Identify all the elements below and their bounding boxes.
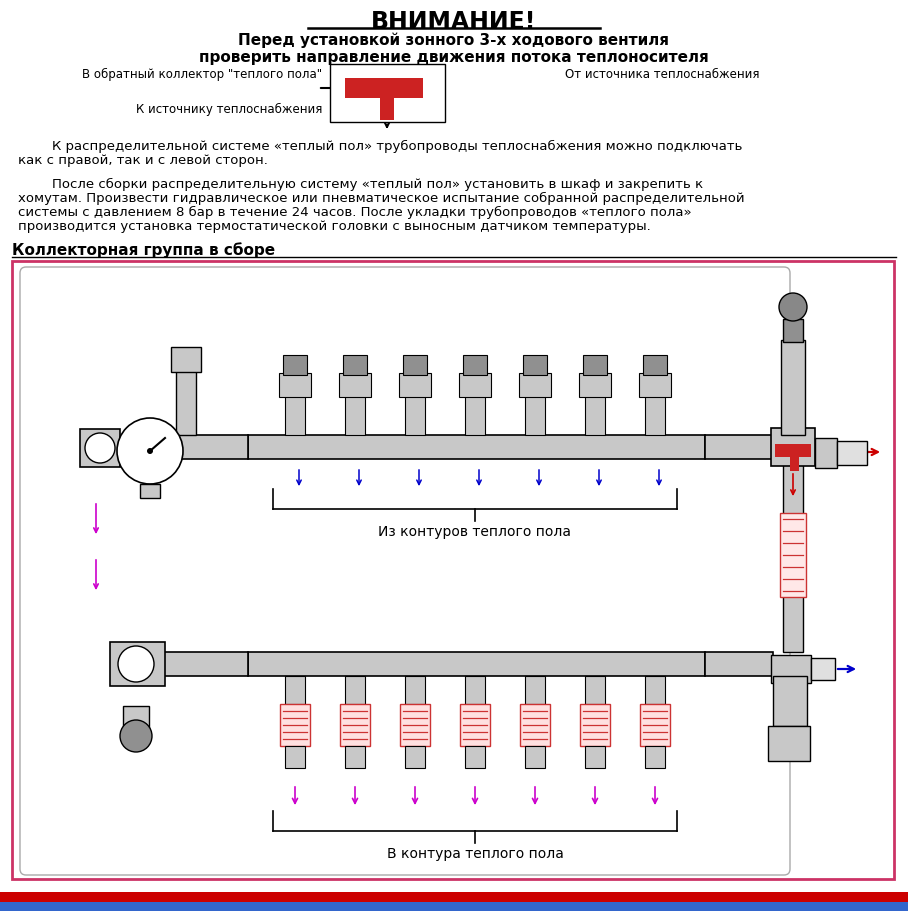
Text: хомутам. Произвести гидравлическое или пневматическое испытание собранной распре: хомутам. Произвести гидравлическое или п… — [18, 192, 745, 205]
Bar — [380, 99, 394, 121]
Bar — [345, 746, 365, 768]
Bar — [771, 655, 811, 683]
Bar — [645, 676, 665, 704]
Bar — [585, 395, 605, 435]
Bar — [525, 746, 545, 768]
Bar — [80, 429, 120, 467]
Text: Коллекторная группа в сборе: Коллекторная группа в сборе — [12, 241, 275, 258]
Bar — [140, 485, 160, 498]
Circle shape — [147, 448, 153, 455]
Text: ВНИМАНИЕ!: ВНИМАНИЕ! — [371, 10, 537, 34]
Bar — [459, 374, 491, 397]
Bar — [123, 706, 149, 732]
Bar — [283, 355, 307, 375]
Bar — [163, 652, 248, 676]
Bar — [400, 704, 430, 746]
Text: К распределительной системе «теплый пол» трубопроводы теплоснабжения можно подкл: К распределительной системе «теплый пол»… — [18, 140, 743, 153]
Circle shape — [120, 721, 152, 752]
Bar — [640, 704, 670, 746]
Bar — [343, 355, 367, 375]
Bar — [781, 341, 805, 435]
Bar — [519, 374, 551, 397]
Bar — [780, 514, 806, 598]
Text: Из контуров теплого пола: Из контуров теплого пола — [379, 525, 571, 538]
Bar — [585, 676, 605, 704]
FancyBboxPatch shape — [20, 268, 790, 875]
Bar — [645, 395, 665, 435]
Bar — [705, 652, 773, 676]
Bar — [405, 746, 425, 768]
Bar — [118, 439, 165, 457]
Bar — [171, 348, 201, 373]
Bar — [12, 261, 894, 879]
Bar — [330, 65, 445, 123]
Bar — [790, 457, 799, 472]
Bar — [280, 704, 310, 746]
Text: как с правой, так и с левой сторон.: как с правой, так и с левой сторон. — [18, 154, 268, 167]
Bar — [645, 746, 665, 768]
Bar — [705, 435, 773, 459]
Bar — [768, 726, 810, 762]
Text: производится установка термостатической головки с выносным датчиком температуры.: производится установка термостатической … — [18, 220, 651, 232]
Bar — [163, 435, 248, 459]
Bar — [525, 676, 545, 704]
Bar — [345, 676, 365, 704]
Bar — [811, 659, 835, 681]
Bar — [465, 395, 485, 435]
Circle shape — [779, 293, 807, 322]
Bar — [771, 428, 815, 466]
Bar — [580, 704, 610, 746]
Text: В контура теплого пола: В контура теплого пола — [387, 846, 564, 860]
Bar — [520, 704, 550, 746]
Bar — [815, 438, 837, 468]
Text: проверить направление движения потока теплоносителя: проверить направление движения потока те… — [199, 50, 709, 65]
Bar — [405, 676, 425, 704]
Bar — [340, 704, 370, 746]
Bar — [523, 355, 547, 375]
Bar — [465, 746, 485, 768]
Bar — [345, 79, 423, 99]
Text: системы с давлением 8 бар в течение 24 часов. После укладки трубопроводов «тепло: системы с давлением 8 бар в течение 24 ч… — [18, 206, 692, 219]
Bar — [773, 676, 807, 726]
Text: К источнику теплоснабжения: К источнику теплоснабжения — [135, 103, 322, 116]
Circle shape — [85, 434, 115, 464]
Bar — [285, 395, 305, 435]
Bar — [579, 374, 611, 397]
Bar — [585, 746, 605, 768]
Bar — [643, 355, 667, 375]
Circle shape — [118, 646, 154, 682]
Bar — [279, 374, 311, 397]
Bar — [463, 355, 487, 375]
Bar — [783, 320, 803, 343]
Text: Перед установкой зонного 3-х ходового вентиля: Перед установкой зонного 3-х ходового ве… — [239, 33, 669, 48]
Bar — [285, 676, 305, 704]
Bar — [0, 902, 908, 911]
Bar — [403, 355, 427, 375]
Bar — [248, 652, 705, 676]
Bar — [405, 395, 425, 435]
Bar — [110, 642, 165, 686]
Bar — [285, 746, 305, 768]
Text: В обратный коллектор "теплого пола": В обратный коллектор "теплого пола" — [82, 68, 322, 81]
Bar — [460, 704, 490, 746]
Bar — [345, 395, 365, 435]
Bar — [339, 374, 371, 397]
Bar — [775, 445, 811, 457]
Text: После сборки распределительную систему «теплый пол» установить в шкаф и закрепит: После сборки распределительную систему «… — [18, 178, 703, 191]
Bar — [583, 355, 607, 375]
Bar — [783, 459, 803, 652]
Bar — [525, 395, 545, 435]
Text: От источника теплоснабжения: От источника теплоснабжения — [565, 68, 759, 81]
Bar — [399, 374, 431, 397]
Bar — [0, 892, 908, 902]
Bar — [465, 676, 485, 704]
Bar — [176, 371, 196, 435]
Bar — [639, 374, 671, 397]
Bar — [248, 435, 705, 459]
Bar — [837, 442, 867, 466]
Circle shape — [117, 418, 183, 485]
